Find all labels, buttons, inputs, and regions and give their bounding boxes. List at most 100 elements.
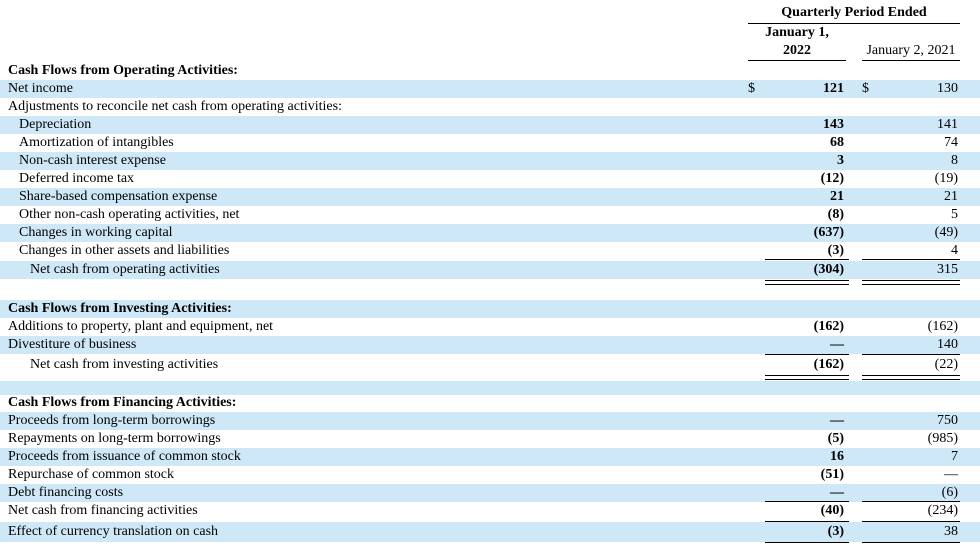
value-2022: 21 xyxy=(830,189,844,204)
table-row: Effect of currency translation on cash (… xyxy=(0,522,980,542)
row-label: Net cash from investing activities xyxy=(30,357,219,372)
currency-symbol: $ xyxy=(862,81,869,96)
value-2022: (304) xyxy=(813,262,844,277)
value-2022: (51) xyxy=(820,467,844,482)
value-2022: — xyxy=(830,413,844,428)
table-row: Proceeds from long-term borrowings — 750 xyxy=(0,412,980,430)
row-label: Proceeds from long-term borrowings xyxy=(8,413,216,428)
spacer-row xyxy=(0,288,980,300)
table-row: Share-based compensation expense 21 21 xyxy=(0,188,980,206)
value-2022: (8) xyxy=(827,207,844,222)
row-label: Net cash from financing activities xyxy=(8,503,198,518)
row-label: Debt financing costs xyxy=(8,485,124,500)
row-label: Effect of currency translation on cash xyxy=(8,524,219,539)
value-2022: (12) xyxy=(820,171,844,186)
row-label: Net income xyxy=(8,81,73,96)
subtotal-rule xyxy=(862,259,960,260)
value-2022: 16 xyxy=(830,449,844,464)
table-row: Non-cash interest expense 3 8 xyxy=(0,152,980,170)
row-label: Divestiture of business xyxy=(8,337,137,352)
table-row: Proceeds from issuance of common stock 1… xyxy=(0,448,980,466)
value-2021: 8 xyxy=(951,153,958,168)
subtotal-rule xyxy=(765,542,849,543)
subtotal-rule xyxy=(862,542,960,543)
row-label: Other non-cash operating activities, net xyxy=(19,207,240,222)
total-double-rule xyxy=(765,280,849,285)
value-2021: 140 xyxy=(937,337,958,352)
table-row: Deferred income tax (12) (19) xyxy=(0,170,980,188)
row-label: Changes in working capital xyxy=(19,225,173,240)
value-2021: 38 xyxy=(944,524,958,539)
table-row: Repayments on long-term borrowings (5) (… xyxy=(0,430,980,448)
row-label: Net cash from operating activities xyxy=(30,262,220,277)
value-2022: (637) xyxy=(813,225,844,240)
value-2021: 74 xyxy=(944,135,958,150)
header-column-2021: January 2, 2021 xyxy=(862,42,960,61)
row-label: Proceeds from issuance of common stock xyxy=(8,449,241,464)
spacer-row xyxy=(0,381,980,395)
value-2021: 4 xyxy=(951,243,958,258)
table-row: Repurchase of common stock (51) — xyxy=(0,466,980,484)
section-heading-investing: Cash Flows from Investing Activities: xyxy=(0,300,980,318)
table-row: Debt financing costs — (6) xyxy=(0,484,980,502)
value-2021: (162) xyxy=(927,319,958,334)
subtotal-rule xyxy=(765,354,849,355)
value-2021: 130 xyxy=(937,81,958,96)
row-label: Additions to property, plant and equipme… xyxy=(8,319,274,334)
table-row-total: Net cash from investing activities (162)… xyxy=(0,356,980,374)
value-2022: (162) xyxy=(813,357,844,372)
value-2022: (5) xyxy=(827,431,844,446)
header-column-2022: January 1, 2022 xyxy=(748,24,846,61)
total-double-rule xyxy=(862,280,960,285)
value-2022: 68 xyxy=(830,135,844,150)
table-row: Changes in working capital (637) (49) xyxy=(0,224,980,242)
subtotal-rule xyxy=(862,501,960,502)
total-double-rule xyxy=(862,375,960,380)
value-2022: (40) xyxy=(820,503,844,518)
subtotal-rule xyxy=(862,354,960,355)
table-row: Adjustments to reconcile net cash from o… xyxy=(0,98,980,116)
row-label: Depreciation xyxy=(19,117,92,132)
row-label: Adjustments to reconcile net cash from o… xyxy=(8,99,342,114)
table-row: Changes in other assets and liabilities … xyxy=(0,242,980,260)
row-label: Amortization of intangibles xyxy=(19,135,174,150)
value-2021: (985) xyxy=(927,431,958,446)
table-row: Net income $ 121 $ 130 xyxy=(0,80,980,98)
value-2021: (19) xyxy=(934,171,958,186)
row-label: Changes in other assets and liabilities xyxy=(19,243,230,258)
value-2022: 121 xyxy=(823,81,844,96)
table-row-total: Net cash from operating activities (304)… xyxy=(0,261,980,279)
row-label: Share-based compensation expense xyxy=(19,189,218,204)
table-row-total: Net cash from financing activities (40) … xyxy=(0,502,980,520)
row-label: Cash Flows from Operating Activities: xyxy=(8,63,238,78)
table-row: Divestiture of business — 140 xyxy=(0,336,980,354)
currency-symbol: $ xyxy=(748,81,755,96)
subtotal-rule xyxy=(765,521,849,522)
header-col1-line2: 2022 xyxy=(783,43,811,58)
row-label: Cash Flows from Financing Activities: xyxy=(8,395,237,410)
row-label: Deferred income tax xyxy=(19,171,135,186)
subtotal-rule xyxy=(862,521,960,522)
value-2021: 5 xyxy=(951,207,958,222)
value-2021: 750 xyxy=(937,413,958,428)
value-2022: (162) xyxy=(813,319,844,334)
value-2022: 3 xyxy=(837,153,844,168)
value-2021: (6) xyxy=(941,485,958,500)
row-label: Non-cash interest expense xyxy=(19,153,166,168)
subtotal-rule xyxy=(765,501,849,502)
value-2021: (234) xyxy=(927,503,958,518)
row-label: Cash Flows from Investing Activities: xyxy=(8,301,232,316)
table-row: Additions to property, plant and equipme… xyxy=(0,318,980,336)
table-row: Amortization of intangibles 68 74 xyxy=(0,134,980,152)
value-2021: (49) xyxy=(934,225,958,240)
value-2021: 315 xyxy=(937,262,958,277)
value-2021: 141 xyxy=(937,117,958,132)
subtotal-rule xyxy=(765,259,849,260)
value-2021: 21 xyxy=(944,189,958,204)
section-heading-operating: Cash Flows from Operating Activities: xyxy=(0,62,980,80)
value-2021: 7 xyxy=(951,449,958,464)
header-period: Quarterly Period Ended xyxy=(748,4,960,24)
row-label: Repurchase of common stock xyxy=(8,467,175,482)
value-2021: (22) xyxy=(934,357,958,372)
